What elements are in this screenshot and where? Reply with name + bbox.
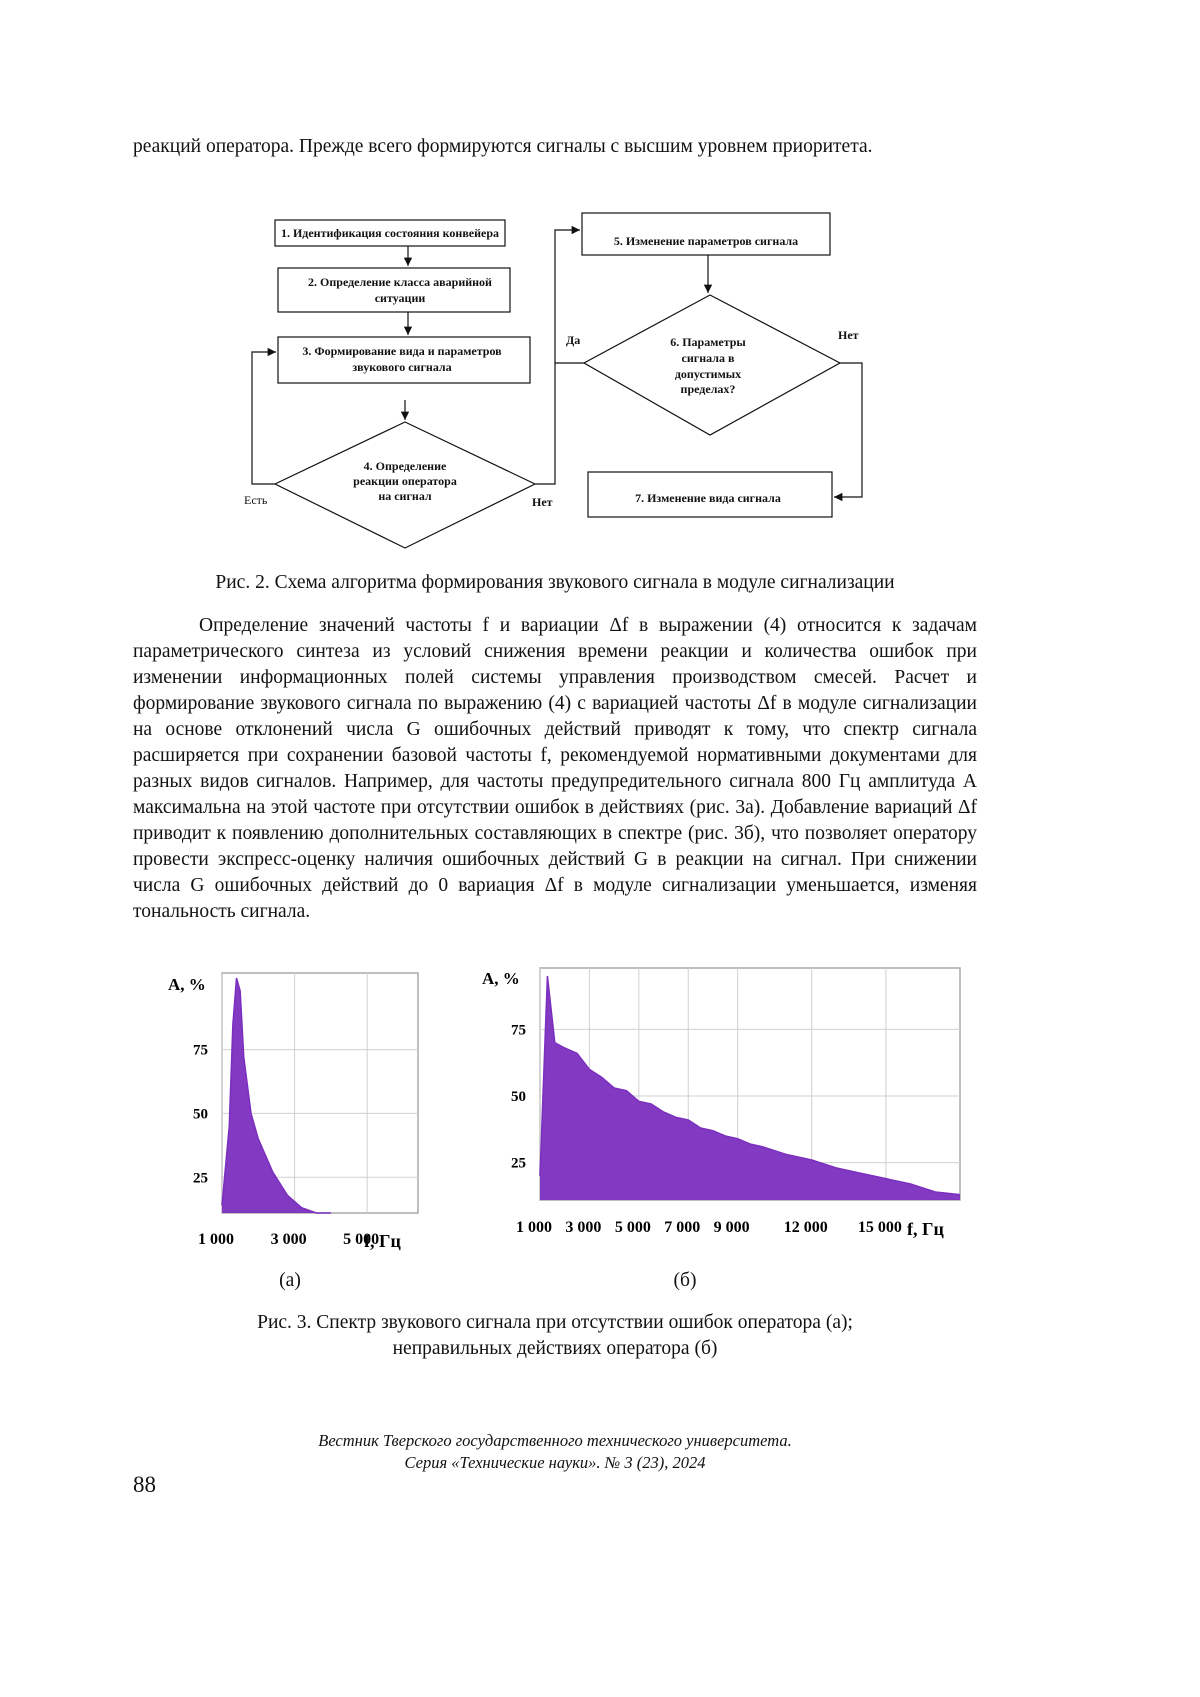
figure-caption: неправильных действиях оператора (б) bbox=[133, 1336, 977, 1362]
y-tick-label: 75 bbox=[193, 1043, 208, 1059]
y-axis-label: A, % bbox=[168, 975, 206, 994]
node-diamond bbox=[584, 295, 840, 435]
x-tick-label: 5 000 bbox=[615, 1219, 651, 1236]
figure-caption: Рис. 2. Схема алгоритма формирования зву… bbox=[133, 570, 977, 596]
node-label: ситуации bbox=[375, 291, 426, 305]
x-tick-label: 15 000 bbox=[858, 1219, 902, 1236]
panel-label: (а) bbox=[250, 1268, 330, 1294]
node-label: на сигнал bbox=[378, 489, 432, 503]
x-tick-label: 7 000 bbox=[664, 1219, 700, 1236]
y-axis-label: A, % bbox=[482, 969, 520, 988]
x-tick-label: 3 000 bbox=[271, 1231, 307, 1248]
panel-label: (б) bbox=[645, 1268, 725, 1294]
node-label: 4. Определение bbox=[364, 459, 447, 473]
edge-label: Есть bbox=[244, 493, 268, 507]
node-label: 6. Параметры bbox=[670, 335, 746, 349]
journal-footer: Серия «Технические науки». № 3 (23), 202… bbox=[133, 1452, 977, 1474]
x-axis-label: f, Гц bbox=[907, 1219, 944, 1239]
charts: 25 50 75 1 000 3 000 5 000 A, % f, Гц 25 50 75 1 00… bbox=[168, 968, 960, 1251]
edge-label: Нет bbox=[838, 328, 859, 342]
paragraph: Определение значений частоты f и вариаци… bbox=[133, 613, 977, 925]
node-label: сигнала в bbox=[682, 351, 735, 365]
y-tick-label: 25 bbox=[511, 1156, 526, 1172]
y-tick-label: 25 bbox=[193, 1170, 208, 1186]
node-label: 7. Изменение вида сигнала bbox=[635, 491, 781, 505]
edge-label: Нет bbox=[532, 495, 553, 509]
y-tick-label: 50 bbox=[193, 1106, 208, 1122]
x-axis-label: f, Гц bbox=[364, 1231, 401, 1251]
x-tick-label: 12 000 bbox=[784, 1219, 828, 1236]
x-tick-label: 1 000 bbox=[198, 1231, 234, 1248]
node-label: пределах? bbox=[681, 382, 736, 396]
arrow bbox=[834, 363, 862, 497]
y-tick-label: 50 bbox=[511, 1089, 526, 1105]
node-label: допустимых bbox=[675, 367, 741, 381]
paragraph: реакций оператора. Прежде всего формирую… bbox=[133, 134, 977, 160]
journal-footer: Вестник Тверского государственного техни… bbox=[133, 1430, 977, 1452]
x-tick-label: 9 000 bbox=[714, 1219, 750, 1236]
node-label: звукового сигнала bbox=[352, 360, 451, 374]
node-label: реакции оператора bbox=[353, 474, 457, 488]
y-tick-label: 75 bbox=[511, 1022, 526, 1038]
node-label: 2. Определение класса аварийной bbox=[308, 275, 492, 289]
x-tick-label: 3 000 bbox=[565, 1219, 601, 1236]
x-tick-label: 1 000 bbox=[516, 1219, 552, 1236]
node-label: 5. Изменение параметров сигнала bbox=[614, 234, 798, 248]
node-label: 3. Формирование вида и параметров bbox=[302, 344, 502, 358]
page-number: 88 bbox=[133, 1472, 156, 1498]
edge-label: Да bbox=[566, 333, 580, 347]
arrow bbox=[252, 352, 276, 484]
figure-caption: Рис. 3. Спектр звукового сигнала при отс… bbox=[133, 1310, 977, 1336]
arrow bbox=[535, 230, 580, 484]
node-label: 1. Идентификация состояния конвейера bbox=[281, 226, 499, 240]
